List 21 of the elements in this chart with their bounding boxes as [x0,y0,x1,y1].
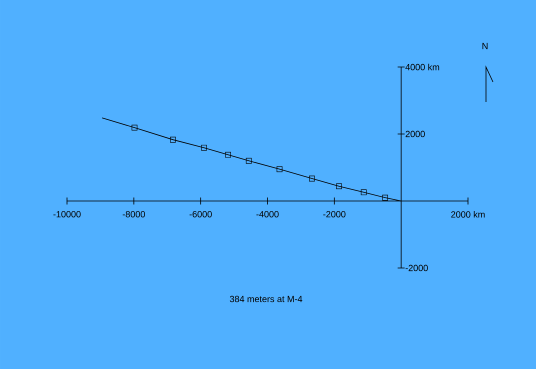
x-tick-label: -10000 [53,211,81,218]
text: N [482,42,488,50]
x-tick-label: -4000 [256,211,279,218]
point [246,158,252,164]
point [382,194,388,201]
point [336,183,342,190]
point [132,124,138,131]
y-tick-label: 4000 km [405,64,440,70]
point [276,166,282,172]
point [170,136,176,143]
x-tick-label: -6000 [190,211,212,218]
text: 384 meters at M-4 [230,296,302,302]
x-tick-label: -8000 [122,211,145,218]
point [201,144,207,151]
y-tick-label: -2000 [406,264,428,272]
x-tick-label: 2000 km [451,211,485,218]
x-tick-label: -2000 [323,211,346,218]
point [225,152,231,158]
point [309,176,315,182]
point [360,189,367,196]
y-tick-label: 2000 [406,130,425,138]
